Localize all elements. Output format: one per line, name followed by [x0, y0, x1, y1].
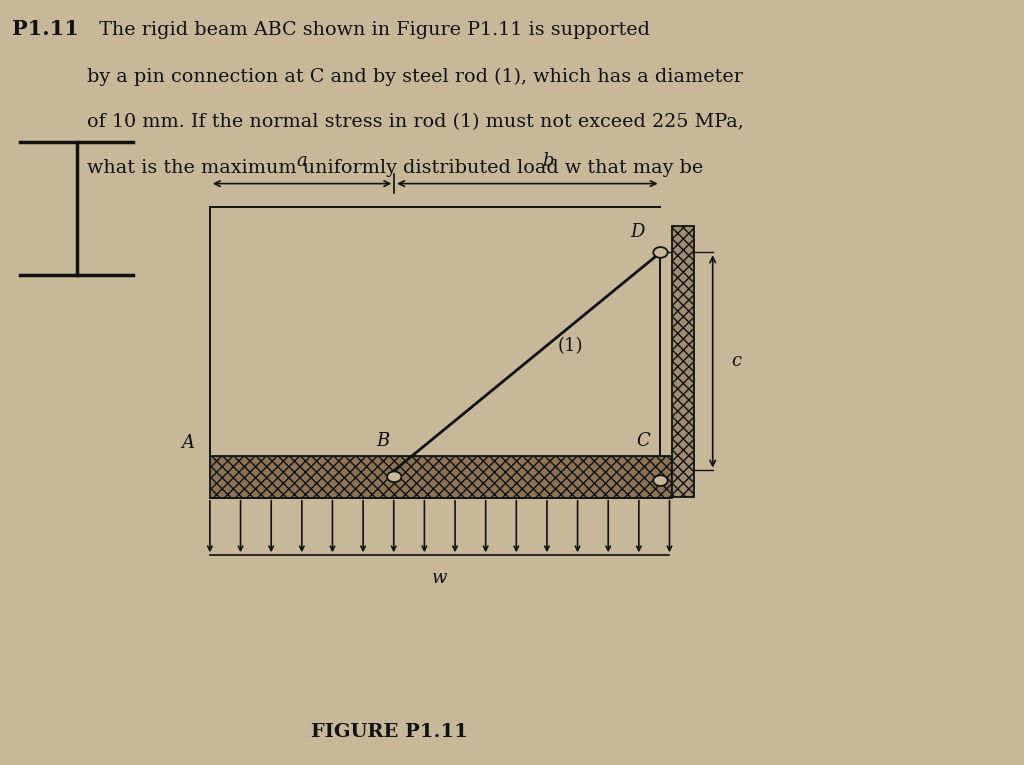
Text: b: b [542, 151, 554, 170]
Text: (1): (1) [558, 337, 584, 355]
Text: w: w [432, 569, 447, 587]
Text: what is the maximum uniformly distributed load w that may be: what is the maximum uniformly distribute… [87, 159, 703, 177]
Circle shape [387, 471, 401, 482]
Text: The rigid beam ABC shown in Figure P1.11 is supported: The rigid beam ABC shown in Figure P1.11… [87, 21, 650, 40]
Text: by a pin connection at C and by steel rod (1), which has a diameter: by a pin connection at C and by steel ro… [87, 67, 743, 86]
Text: D: D [631, 223, 645, 241]
Text: P1.11: P1.11 [12, 19, 79, 39]
Text: of 10 mm. If the normal stress in rod (1) must not exceed 225 MPa,: of 10 mm. If the normal stress in rod (1… [87, 113, 743, 132]
Text: a: a [297, 151, 307, 170]
Circle shape [653, 475, 668, 486]
Text: B: B [376, 431, 389, 450]
Circle shape [653, 247, 668, 258]
Text: A: A [181, 434, 195, 452]
Text: c: c [731, 353, 741, 370]
Text: FIGURE P1.11: FIGURE P1.11 [310, 723, 468, 741]
Polygon shape [210, 456, 672, 498]
Polygon shape [672, 226, 694, 497]
Text: C: C [637, 431, 650, 450]
